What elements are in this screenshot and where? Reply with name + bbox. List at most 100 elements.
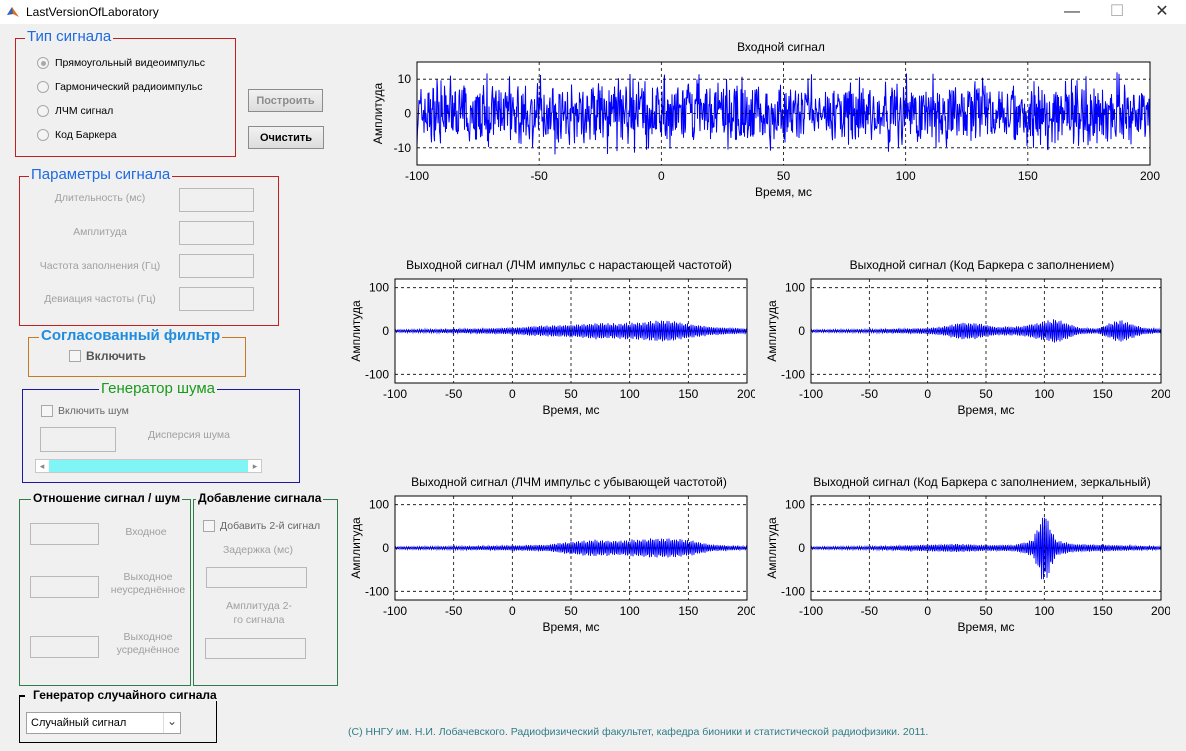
x-tick-label: -100 (799, 604, 823, 618)
x-tick-label: 0 (924, 604, 931, 618)
x-tick-label: 0 (509, 604, 516, 618)
y-tick-label: -100 (365, 367, 389, 381)
matched-filter-title: Согласованный фильтр (39, 327, 223, 344)
x-tick-label: 0 (924, 387, 931, 401)
radio-indicator[interactable] (37, 57, 49, 69)
maximize-button[interactable]: ☐ (1109, 3, 1125, 20)
plot-frame (416, 61, 1151, 166)
y-tick-label: 0 (404, 107, 411, 121)
x-tick-label: 200 (1140, 169, 1160, 183)
signal-type-group (15, 38, 236, 157)
radio-indicator[interactable] (37, 129, 49, 141)
x-tick-label: 50 (777, 169, 791, 183)
x-tick-label: -100 (383, 387, 407, 401)
radio-indicator[interactable] (37, 81, 49, 93)
y-tick-label: 100 (785, 498, 805, 512)
radio-indicator[interactable] (37, 105, 49, 117)
carrier-frequency-label: Частота заполнения (Гц) (39, 260, 161, 272)
x-tick-label: 100 (620, 604, 640, 618)
radio-harmonic[interactable]: Гармонический радиоимпульс (37, 81, 202, 93)
radio-label: Прямоугольный видеоимпульс (55, 57, 205, 69)
amplitude-field[interactable] (179, 221, 254, 245)
x-tick-label: 100 (896, 169, 916, 183)
clear-button[interactable]: Очистить (248, 126, 324, 149)
checkbox-box[interactable] (41, 405, 53, 417)
noise-slider[interactable]: ◂ ▸ (35, 459, 262, 473)
x-tick-label: 100 (1034, 387, 1054, 401)
x-axis-label: Время, мс (542, 403, 599, 417)
radio-label: Гармонический радиоимпульс (55, 81, 203, 93)
delay-field[interactable] (206, 567, 307, 588)
x-tick-label: 150 (1093, 387, 1113, 401)
radio-rect-video[interactable]: Прямоугольный видеоимпульс (37, 57, 205, 69)
signal-trace (394, 538, 748, 558)
x-tick-label: -50 (445, 604, 463, 618)
close-button[interactable]: ✕ (1155, 3, 1169, 20)
plot-title-lfm-down: Выходной сигнал (ЛЧМ импульс с убывающей… (411, 475, 727, 489)
matched-filter-checkbox[interactable]: Включить (69, 349, 146, 363)
slider-right-arrow-icon[interactable]: ▸ (252, 461, 258, 471)
radio-barker[interactable]: Код Баркера (37, 129, 117, 141)
snr-input-label: Входное (125, 526, 167, 538)
x-tick-label: 100 (1034, 604, 1054, 618)
x-tick-label: 100 (620, 387, 640, 401)
x-tick-label: 150 (1018, 169, 1038, 183)
y-tick-label: -10 (394, 141, 412, 155)
snr-output-unavg-label: Выходное неусреднённое (110, 571, 186, 596)
checkbox-box[interactable] (203, 520, 215, 532)
x-tick-label: 200 (737, 387, 755, 401)
y-axis-label: Амплитуда (371, 82, 385, 144)
noise-variance-label: Дисперсия шума (148, 429, 230, 441)
delay-label: Задержка (мс) (222, 544, 294, 556)
y-axis-label: Амплитуда (349, 517, 363, 579)
add-second-signal-checkbox[interactable]: Добавить 2-й сигнал (203, 520, 320, 532)
minimize-button[interactable]: — (1064, 3, 1080, 20)
add-signal-title: Добавление сигнала (196, 491, 324, 505)
x-axis-label: Время, мс (957, 403, 1014, 417)
checkbox-box[interactable] (69, 350, 81, 362)
slider-thumb[interactable] (49, 460, 248, 472)
signal-type-title: Тип сигнала (25, 28, 114, 45)
x-tick-label: 200 (1151, 387, 1170, 401)
amplitude-label: Амплитуда (73, 226, 127, 238)
duration-field[interactable] (179, 188, 254, 212)
plot-title-lfm-up: Выходной сигнал (ЛЧМ импульс с нарастающ… (406, 258, 732, 272)
random-generator-group (19, 695, 217, 743)
plot-title-input: Входной сигнал (737, 40, 825, 54)
enable-noise-checkbox[interactable]: Включить шум (41, 405, 129, 417)
x-tick-label: -100 (799, 387, 823, 401)
plot-frame (810, 278, 1162, 384)
x-tick-label: 0 (658, 169, 665, 183)
duration-label: Длительность (мс) (54, 192, 146, 204)
radio-lfm[interactable]: ЛЧМ сигнал (37, 105, 113, 117)
x-tick-label: 200 (1151, 604, 1170, 618)
carrier-frequency-field[interactable] (179, 254, 254, 278)
x-tick-label: 50 (979, 387, 993, 401)
x-tick-label: 50 (564, 604, 578, 618)
slider-left-arrow-icon[interactable]: ◂ (39, 461, 45, 471)
x-tick-label: 50 (979, 604, 993, 618)
output-lfm-down-plot: -100 -50 0 50 100 150 200 100 0 -100 Время, мс Ампл… (349, 495, 755, 634)
signal-trace (394, 320, 748, 342)
output-barker-mirror-plot: -100 -50 0 50 100 150 200 100 0 -100 Время, мс Ампл… (765, 495, 1170, 634)
x-tick-label: -50 (445, 387, 463, 401)
checkbox-label: Включить шум (58, 405, 129, 417)
y-tick-label: 10 (398, 72, 412, 86)
x-tick-label: -50 (861, 387, 879, 401)
window-title: LastVersionOfLaboratory (26, 5, 159, 19)
x-tick-label: 50 (564, 387, 578, 401)
second-amplitude-label: Амплитуда 2-го сигнала (226, 600, 292, 626)
snr-input-field[interactable] (30, 523, 99, 545)
second-amplitude-field[interactable] (205, 638, 306, 659)
frequency-deviation-field[interactable] (179, 287, 254, 311)
snr-output-avg-field[interactable] (30, 636, 99, 658)
plot-title-barker: Выходной сигнал (Код Баркера с заполнени… (849, 258, 1115, 272)
random-signal-dropdown[interactable]: Случайный сигнал ⌄ (26, 712, 181, 734)
chevron-down-icon[interactable]: ⌄ (163, 713, 180, 733)
y-tick-label: -100 (365, 584, 389, 598)
snr-output-unavg-field[interactable] (30, 576, 99, 598)
output-lfm-up-plot: -100 -50 0 50 100 150 200 100 0 -100 Время, мс Ампл… (349, 278, 755, 417)
build-button[interactable]: Построить (248, 89, 323, 112)
noise-variance-field[interactable] (40, 427, 116, 452)
